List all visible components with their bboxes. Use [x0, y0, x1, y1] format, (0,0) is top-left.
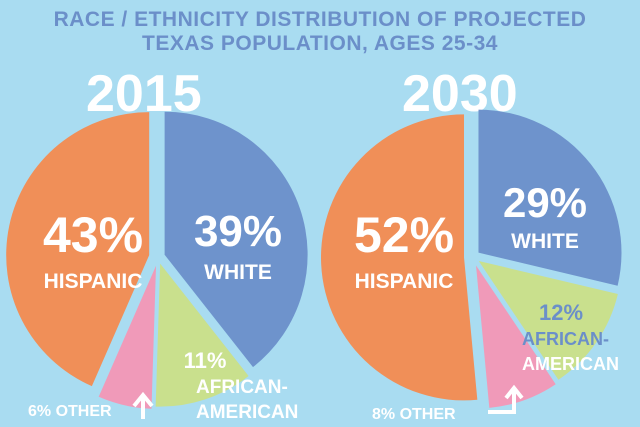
pie-2015-white-pct: 39% — [194, 207, 282, 256]
pie-2015 — [6, 111, 308, 409]
pie-2015-white-label: WHITE — [204, 261, 272, 284]
pie-2030-slice-white — [478, 109, 622, 286]
pie-2015-hispanic-pct: 43% — [43, 207, 143, 263]
pie-2030-white-pct: 29% — [503, 179, 587, 226]
pie-2030-slice-other — [476, 265, 556, 408]
pie-2030-slice-hispanic — [321, 114, 478, 401]
pie-2015-other-arrow — [132, 391, 154, 419]
pie-2015-african-american-pct: 11% — [184, 348, 227, 373]
pie-2030-african-american-label1: AFRICAN- — [522, 329, 609, 349]
pie-2030-other-arrow — [488, 384, 524, 414]
pie-2030-hispanic-pct: 52% — [354, 207, 454, 263]
chart-title-line2: TEXAS POPULATION, AGES 25-34 — [142, 32, 498, 55]
pie-2030-slice-african-american — [478, 260, 618, 380]
pie-2015-african-american-label2: AMERICAN — [196, 402, 298, 423]
pie-2015-slice-hispanic — [6, 112, 150, 387]
chart-title-line1: RACE / ETHNICITY DISTRIBUTION OF PROJECT… — [53, 8, 587, 31]
pie-2015-slice-other — [98, 265, 157, 409]
pie-2030-white-label: WHITE — [511, 230, 579, 253]
pie-2015-other-label: 6% OTHER — [28, 403, 112, 420]
pie-2030-other-label: 8% OTHER — [372, 406, 456, 423]
pie-2030-hispanic-label: HISPANIC — [355, 270, 454, 293]
pie-2015-slice-white — [164, 111, 308, 368]
pie-2015-african-american-label1: AFRICAN- — [196, 377, 288, 398]
pie-2015-slice-african-american — [155, 263, 249, 407]
pie-2030-african-american-pct: 12% — [539, 300, 583, 325]
pie-2030 — [321, 109, 622, 408]
pie-2015-hispanic-label: HISPANIC — [44, 270, 143, 293]
pie-2030-african-american-label2: AMERICAN — [522, 354, 619, 374]
